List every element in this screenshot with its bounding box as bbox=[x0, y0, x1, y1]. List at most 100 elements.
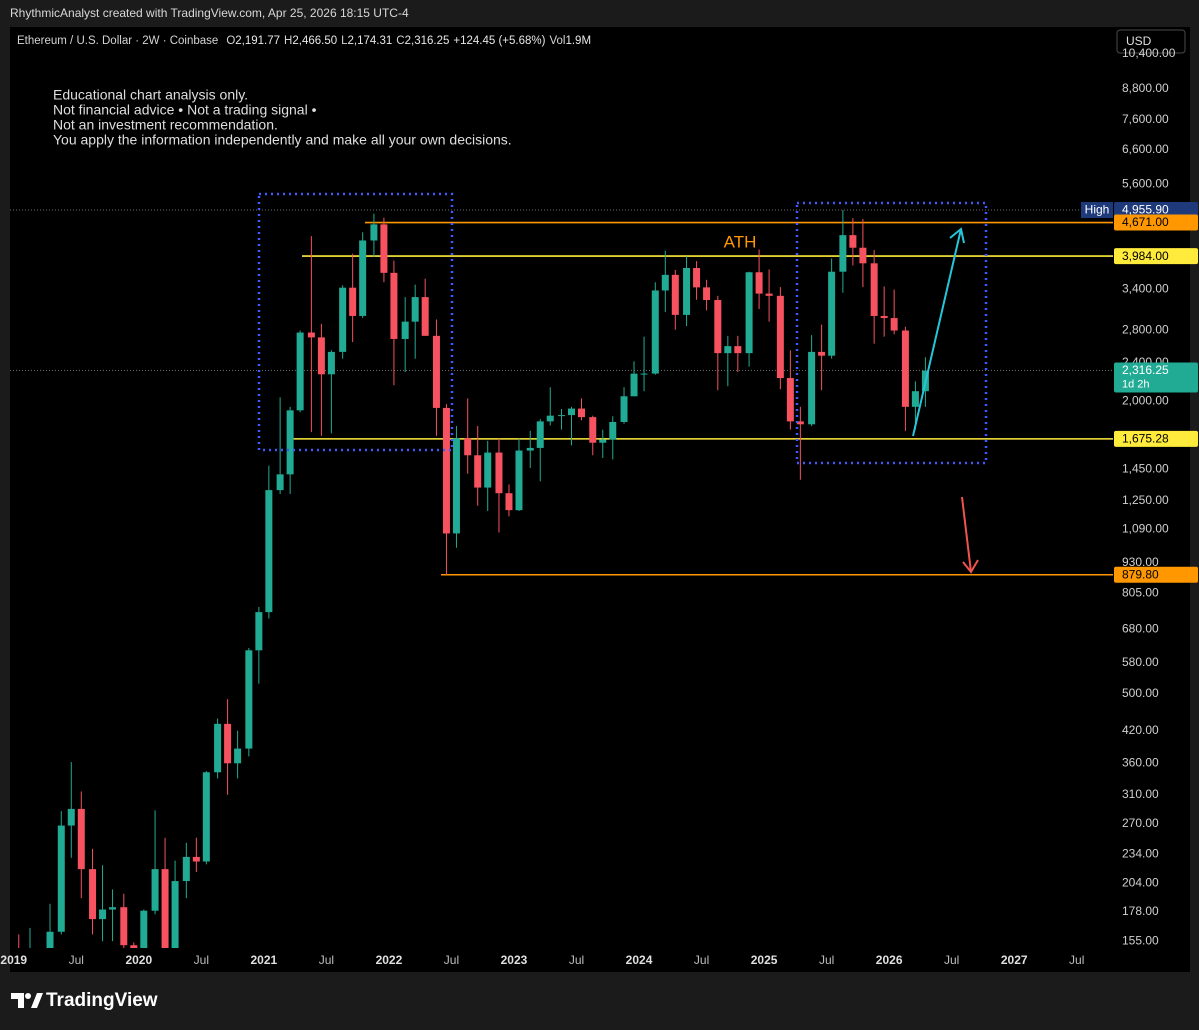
candle-body bbox=[609, 421, 617, 440]
ohlc-value: 2,174.31 bbox=[348, 35, 393, 47]
candle-body bbox=[651, 290, 659, 374]
ohlc-value: 2,466.50 bbox=[292, 35, 337, 47]
candle-body bbox=[505, 493, 513, 511]
candle-body bbox=[890, 318, 898, 331]
y-tick-label: 930.00 bbox=[1122, 555, 1159, 569]
price-badge-sublabel: 1d 2h bbox=[1122, 378, 1150, 390]
candle-body bbox=[765, 293, 773, 296]
note: You apply the information independently … bbox=[53, 132, 512, 148]
x-tick-label: 2027 bbox=[1001, 953, 1028, 967]
chart-frame bbox=[10, 27, 1190, 972]
change: +124.45 (+5.68%) bbox=[453, 35, 545, 47]
candle-body bbox=[620, 396, 628, 422]
x-tick-label: Jul bbox=[819, 953, 834, 967]
x-tick-label: 2019 bbox=[0, 953, 27, 967]
candle-body bbox=[589, 417, 597, 443]
down-arrow bbox=[961, 496, 979, 574]
ath-label: ATH bbox=[724, 232, 757, 251]
candle-body bbox=[255, 612, 263, 651]
candle-body bbox=[714, 300, 722, 354]
candle-body bbox=[286, 410, 294, 475]
candle-body bbox=[370, 224, 378, 241]
candle-body bbox=[276, 474, 284, 491]
candle-body bbox=[683, 268, 691, 315]
currency-button[interactable] bbox=[1116, 29, 1186, 54]
price-badge bbox=[1114, 248, 1198, 265]
candle-body bbox=[870, 263, 878, 316]
candle-body bbox=[849, 235, 857, 248]
y-tick-label: 420.00 bbox=[1122, 723, 1159, 737]
y-axis: 10,400.00 8,800.00 7,600.00 6,600.00 5,600.0… bbox=[1113, 46, 1176, 947]
candle-body bbox=[536, 421, 544, 448]
y-tick-label: 310.00 bbox=[1122, 787, 1159, 801]
y-tick-label: 1,090.00 bbox=[1122, 522, 1169, 536]
candle-body bbox=[327, 351, 335, 375]
currency-label: USD bbox=[1126, 34, 1152, 48]
candle-body bbox=[214, 723, 222, 773]
candle-body bbox=[67, 808, 75, 826]
ohlc-key: L bbox=[341, 35, 348, 47]
price-badge-label: 2,316.25 bbox=[1122, 363, 1169, 377]
candle-body bbox=[401, 321, 409, 339]
candle-body bbox=[245, 650, 253, 749]
x-axis: 2019 Jul 2020 Jul 2021 Jul 2022 Jul 2023 Jul 2024 J… bbox=[0, 948, 1084, 967]
y-tick-label: 270.00 bbox=[1122, 816, 1159, 830]
note: Not financial advice • Not a trading sig… bbox=[53, 102, 317, 118]
candle-body bbox=[464, 438, 472, 456]
brand-name: TradingView bbox=[46, 990, 158, 1011]
candle-body bbox=[359, 240, 367, 316]
range-box bbox=[257, 192, 454, 452]
y-tick-label: 2,000.00 bbox=[1122, 394, 1169, 408]
candle-body bbox=[630, 373, 638, 397]
candle-body bbox=[796, 421, 804, 425]
candle-body bbox=[474, 455, 482, 488]
candle-body bbox=[776, 295, 784, 379]
candle-body bbox=[558, 415, 565, 417]
y-tick-label: 204.00 bbox=[1122, 875, 1159, 889]
candle-body bbox=[703, 287, 711, 301]
x-tick-label: Jul bbox=[694, 953, 709, 967]
candle-body bbox=[808, 351, 816, 425]
ohlc-key: C bbox=[396, 35, 404, 47]
candle-body bbox=[432, 335, 440, 408]
candle-body bbox=[224, 723, 232, 764]
candle-body bbox=[120, 907, 128, 946]
y-tick-label: 6,600.00 bbox=[1122, 142, 1169, 156]
candle-body bbox=[734, 346, 742, 354]
up-arrow bbox=[912, 227, 965, 437]
note: Educational chart analysis only. bbox=[53, 87, 248, 103]
x-tick-label: 2023 bbox=[501, 953, 528, 967]
y-tick-label: 5,600.00 bbox=[1122, 176, 1169, 190]
y-tick-label: 178.00 bbox=[1122, 904, 1159, 918]
candle-body bbox=[421, 297, 429, 336]
price-badge-label: 4,671.00 bbox=[1122, 215, 1169, 229]
candle-body bbox=[140, 910, 148, 948]
candle-body bbox=[380, 224, 388, 273]
symbol-legend: Ethereum / U.S. Dollar · 2W · Coinbase O2… bbox=[17, 35, 591, 47]
symbol: Ethereum / U.S. Dollar · 2W · Coinbase bbox=[17, 35, 218, 47]
candle-body bbox=[202, 772, 210, 862]
ohlc-value: 2,316.25 bbox=[405, 35, 450, 47]
candle-body bbox=[109, 907, 117, 910]
volume-value: 1.9M bbox=[565, 35, 591, 47]
x-tick-label: Jul bbox=[69, 953, 84, 967]
candle-body bbox=[661, 274, 669, 291]
candle-body bbox=[452, 438, 460, 534]
credit: RhythmicAnalyst created with TradingView… bbox=[10, 6, 409, 20]
candle-body bbox=[599, 439, 607, 443]
candle-body bbox=[296, 332, 304, 411]
x-tick-label: Jul bbox=[194, 953, 209, 967]
candle-body bbox=[130, 945, 138, 948]
price-badge bbox=[1114, 214, 1198, 231]
candle-body bbox=[411, 297, 419, 322]
brand-logo bbox=[11, 993, 43, 1008]
price-badge-label: 1,675.28 bbox=[1122, 432, 1169, 446]
candle-body bbox=[182, 856, 190, 882]
y-tick-label: 10,400.00 bbox=[1122, 46, 1176, 60]
candle-body bbox=[640, 373, 648, 375]
candle-body bbox=[317, 337, 325, 375]
candle-body bbox=[46, 931, 54, 948]
ohlc-key: H bbox=[284, 35, 292, 47]
